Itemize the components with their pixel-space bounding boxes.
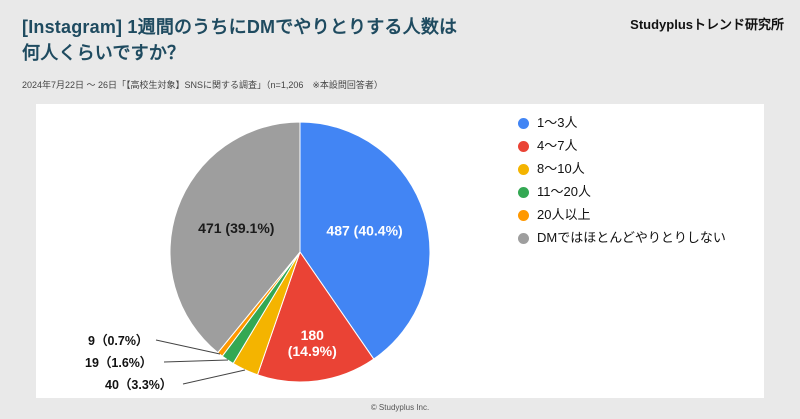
legend-swatch-icon — [518, 140, 529, 152]
legend-label: 11～20人 — [537, 184, 591, 199]
copyright: © Studyplus Inc. — [370, 403, 430, 412]
slice-label: 9（0.7%） — [88, 333, 148, 348]
legend-label: 8～10人 — [537, 161, 585, 176]
pie-slice-1 — [256, 250, 375, 383]
legend-item-4: 20人以上 — [518, 208, 726, 222]
legend-label: 1～3人 — [537, 115, 578, 130]
title-line-1: [Instagram] 1週間のうちにDMでやりとりする人数は — [22, 17, 458, 37]
chart-card: 487 (40.4%) 180 (14.9%) 40（3.3%） 19（1.6%） 9（0… — [36, 104, 764, 398]
pie-slice-0 — [299, 121, 431, 360]
leader-line-3 — [163, 359, 229, 363]
slice-label: 19（1.6%） — [85, 355, 152, 370]
legend-swatch-icon — [518, 232, 529, 244]
legend-item-0: 1～3人 — [518, 116, 726, 130]
legend-item-1: 4～7人 — [518, 139, 726, 153]
legend-label: 4～7人 — [537, 138, 578, 153]
legend-label: 20人以上 — [537, 207, 591, 222]
leader-line-2 — [182, 369, 246, 385]
slice-label: 471 (39.1%) — [198, 220, 274, 236]
legend-swatch-icon — [518, 117, 529, 129]
slice-label: 40（3.3%） — [105, 377, 172, 392]
title-line-2: 何人くらいですか？ — [22, 43, 186, 64]
legend-item-2: 8～10人 — [518, 162, 726, 176]
legend-swatch-icon — [518, 209, 529, 221]
legend-item-5: DMではほとんどやりとりしない — [518, 231, 726, 245]
slice-label: 180 (14.9%) — [288, 327, 337, 359]
pie-chart: 487 (40.4%) 180 (14.9%) 40（3.3%） 19（1.6%） 9（0… — [85, 121, 431, 392]
page-title: [Instagram] 1週間のうちにDMでやりとりする人数は 何人くらいですか… — [22, 14, 457, 66]
chart-legend: 1～3人 4～7人 8～10人 11～20人 20人以上 DMではほとんどやりとりしない — [518, 116, 726, 245]
legend-item-3: 11～20人 — [518, 185, 726, 199]
pie-slice-5 — [169, 121, 301, 354]
legend-label: DMではほとんどやりとりしない — [537, 230, 726, 245]
legend-swatch-icon — [518, 186, 529, 198]
brand-logo: Studyplusトレンド研究所 — [630, 17, 784, 32]
legend-swatch-icon — [518, 163, 529, 175]
survey-note: 2024年7月22日 ～ 26日「【高校生対象】SNSに関する調査」（n=1,2… — [22, 80, 383, 91]
leader-line-4 — [155, 339, 221, 355]
slice-label: 487 (40.4%) — [326, 223, 402, 239]
header: [Instagram] 1週間のうちにDMでやりとりする人数は 何人くらいですか… — [0, 0, 800, 66]
